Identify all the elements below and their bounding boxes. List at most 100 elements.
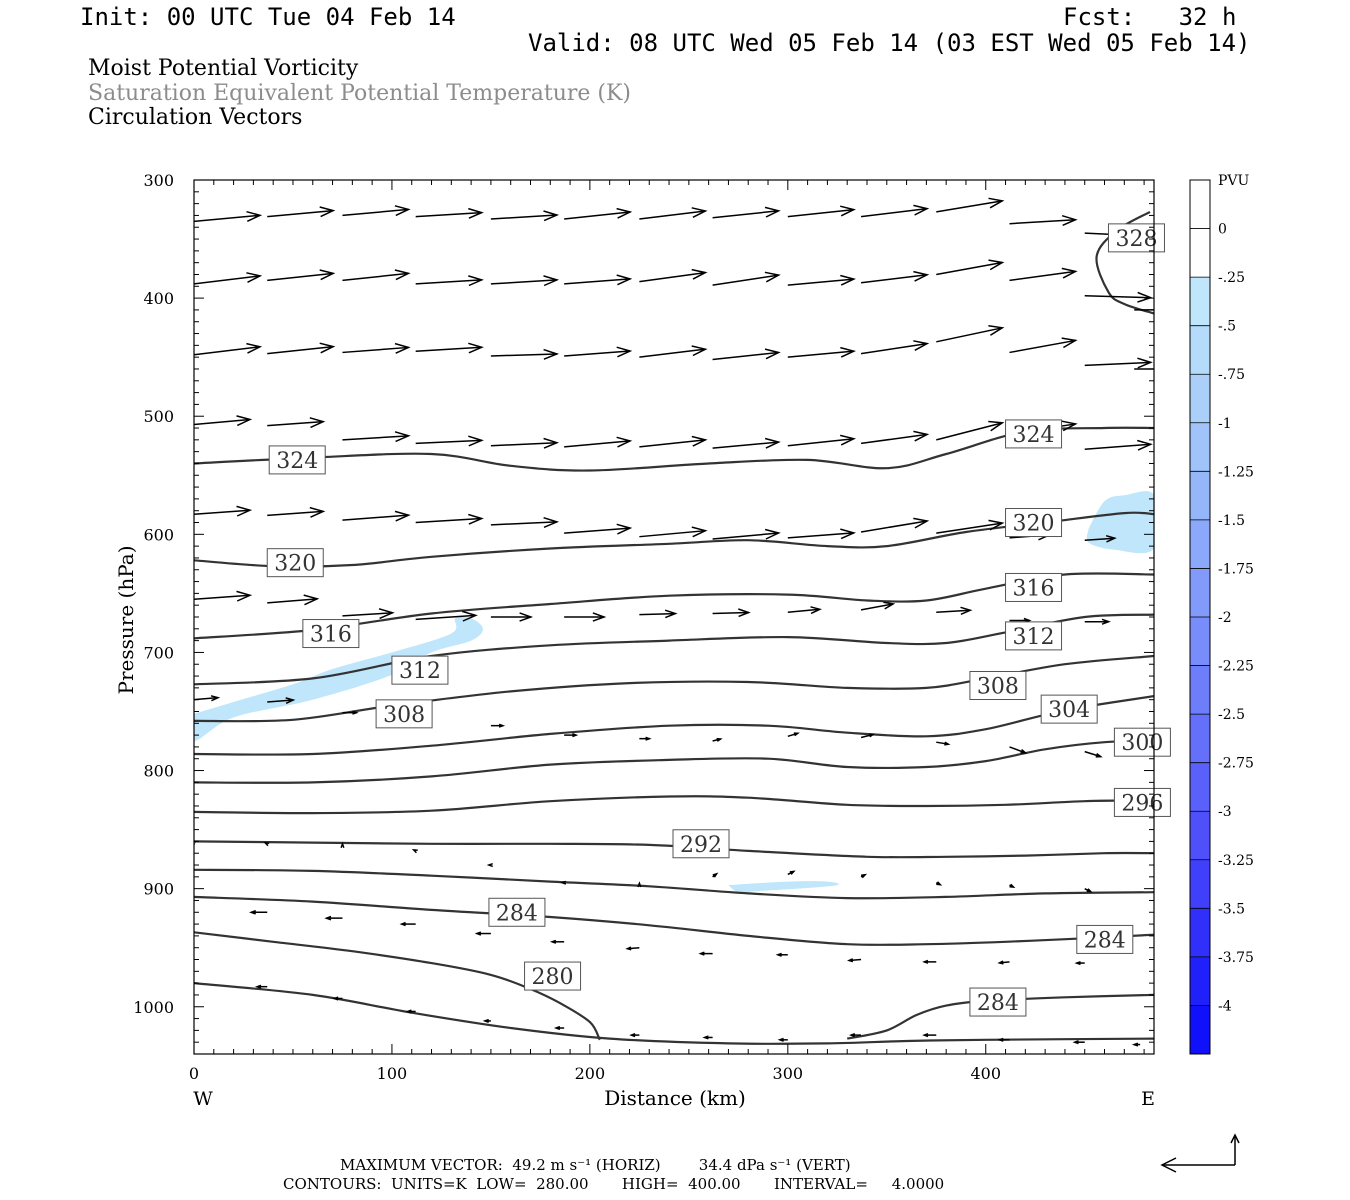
- contour-label-304: 304: [1040, 694, 1098, 724]
- vector-113: [625, 946, 640, 951]
- colorbar: 0 -.25 -.5 -.75 -1 -1.25 -1.5 -1.75 -2 -2.25 -2.5 -…: [1189, 173, 1254, 1055]
- colorbar-label: -3.75: [1218, 950, 1254, 966]
- y-tick-label: 400: [143, 289, 174, 308]
- vector-90: [860, 733, 876, 739]
- y-tick-label: 900: [143, 880, 174, 899]
- vector-25: [1009, 267, 1078, 282]
- vector-83: [342, 710, 359, 715]
- svg-text:296: 296: [1121, 791, 1163, 816]
- contour-info-note: CONTOURS: UNITS=K LOW= 280.00 HIGH= 400.…: [283, 1175, 945, 1193]
- y-tick-label: 700: [143, 643, 174, 662]
- vector-74: [639, 609, 678, 619]
- vector-116: [846, 958, 862, 963]
- vector-132: [1072, 1040, 1085, 1045]
- contour-label-328: 328: [1107, 223, 1165, 253]
- colorbar-bin-6: [1190, 471, 1210, 520]
- vector-1: [267, 206, 336, 218]
- vector-16: [342, 269, 411, 282]
- contour-280-12: [194, 931, 601, 1041]
- colorbar-label: -2: [1218, 610, 1232, 626]
- svg-text:324: 324: [1013, 423, 1055, 448]
- colorbar-bin-7: [1190, 519, 1210, 569]
- svg-text:312: 312: [399, 659, 441, 684]
- vector-19: [564, 274, 633, 286]
- vector-68: [194, 590, 253, 602]
- colorbar-bin-14: [1190, 859, 1210, 909]
- vector-49: [712, 437, 781, 449]
- vector-131: [997, 1037, 1010, 1042]
- svg-text:316: 316: [310, 623, 352, 648]
- svg-text:312: 312: [1013, 625, 1055, 650]
- vector-118: [997, 960, 1010, 965]
- vector-48: [639, 435, 708, 448]
- contour-label-292: 292: [672, 829, 730, 859]
- vector-110: [399, 921, 416, 927]
- x-end-label-east: E: [1141, 1088, 1155, 1110]
- colorbar-label: -1.75: [1218, 561, 1254, 577]
- vector-33: [564, 346, 633, 358]
- vector-27: [1134, 309, 1154, 311]
- reference-vector-icon: [1160, 1133, 1240, 1173]
- svg-text:324: 324: [276, 449, 318, 474]
- vector-71: [415, 610, 478, 622]
- vector-9: [860, 204, 930, 218]
- vector-87: [639, 736, 652, 741]
- vector-3: [415, 207, 484, 219]
- contour-label-312: 312: [391, 655, 449, 685]
- vector-62: [712, 528, 781, 540]
- vector-107: [178, 905, 194, 908]
- vector-112: [549, 939, 565, 944]
- contour-300-7: [194, 739, 1154, 784]
- colorbar-bin-3: [1190, 325, 1210, 375]
- pv-shading-layer: [194, 491, 1154, 893]
- vector-117: [922, 959, 937, 964]
- vector-86: [564, 732, 579, 738]
- field-title-vectors: Circulation Vectors: [88, 105, 303, 130]
- vector-95: [263, 841, 270, 847]
- vector-78: [936, 606, 973, 615]
- contour-label-300: 300: [1113, 727, 1171, 757]
- vector-114: [698, 951, 713, 956]
- colorbar-label: -4: [1218, 998, 1232, 1014]
- colorbar-label: -3.25: [1218, 853, 1254, 869]
- y-axis-label: Pressure (hPa): [114, 546, 138, 695]
- vector-98: [486, 862, 493, 868]
- x-tick-label: 400: [970, 1064, 1001, 1083]
- colorbar-bin-1: [1190, 228, 1210, 278]
- vector-88: [712, 737, 723, 742]
- vector-76: [787, 606, 822, 615]
- colorbar-bin-4: [1190, 374, 1210, 423]
- vector-43: [267, 417, 326, 429]
- y-tick-label: 1000: [133, 998, 174, 1017]
- vector-126: [629, 1032, 640, 1038]
- field-title-theta-es: Saturation Equivalent Potential Temperat…: [88, 81, 631, 106]
- vector-109: [324, 915, 343, 921]
- vector-58: [415, 513, 484, 525]
- colorbar-bin-5: [1190, 422, 1210, 472]
- svg-text:308: 308: [977, 675, 1019, 700]
- x-tick-label: 300: [773, 1064, 804, 1083]
- vector-115: [775, 952, 788, 957]
- vector-34: [639, 345, 708, 358]
- svg-text:284: 284: [496, 901, 538, 926]
- vector-32: [490, 348, 560, 360]
- svg-text:316: 316: [1013, 576, 1055, 601]
- contour-label-308-b: 308: [969, 671, 1027, 701]
- vector-102: [787, 870, 796, 876]
- vector-37: [860, 340, 930, 355]
- vector-72: [490, 612, 534, 622]
- vector-28: [194, 342, 263, 356]
- x-tick-label: 0: [189, 1064, 199, 1083]
- vector-127: [702, 1035, 713, 1040]
- vector-89: [787, 732, 800, 738]
- vector-31: [415, 342, 484, 354]
- colorbar-bin-2: [1190, 277, 1210, 326]
- colorbar-label: -2.75: [1218, 756, 1254, 772]
- contour-284-13: [846, 993, 1154, 1040]
- contour-label-layer: 328 324 324 320 320 316 316 312 312 308 308 304 300 2…: [266, 223, 1171, 1017]
- vector-layer: [178, 197, 1154, 1047]
- colorbar-bin-9: [1190, 617, 1210, 666]
- vector-73: [564, 612, 607, 622]
- vector-5: [564, 207, 633, 220]
- vector-21: [712, 271, 781, 286]
